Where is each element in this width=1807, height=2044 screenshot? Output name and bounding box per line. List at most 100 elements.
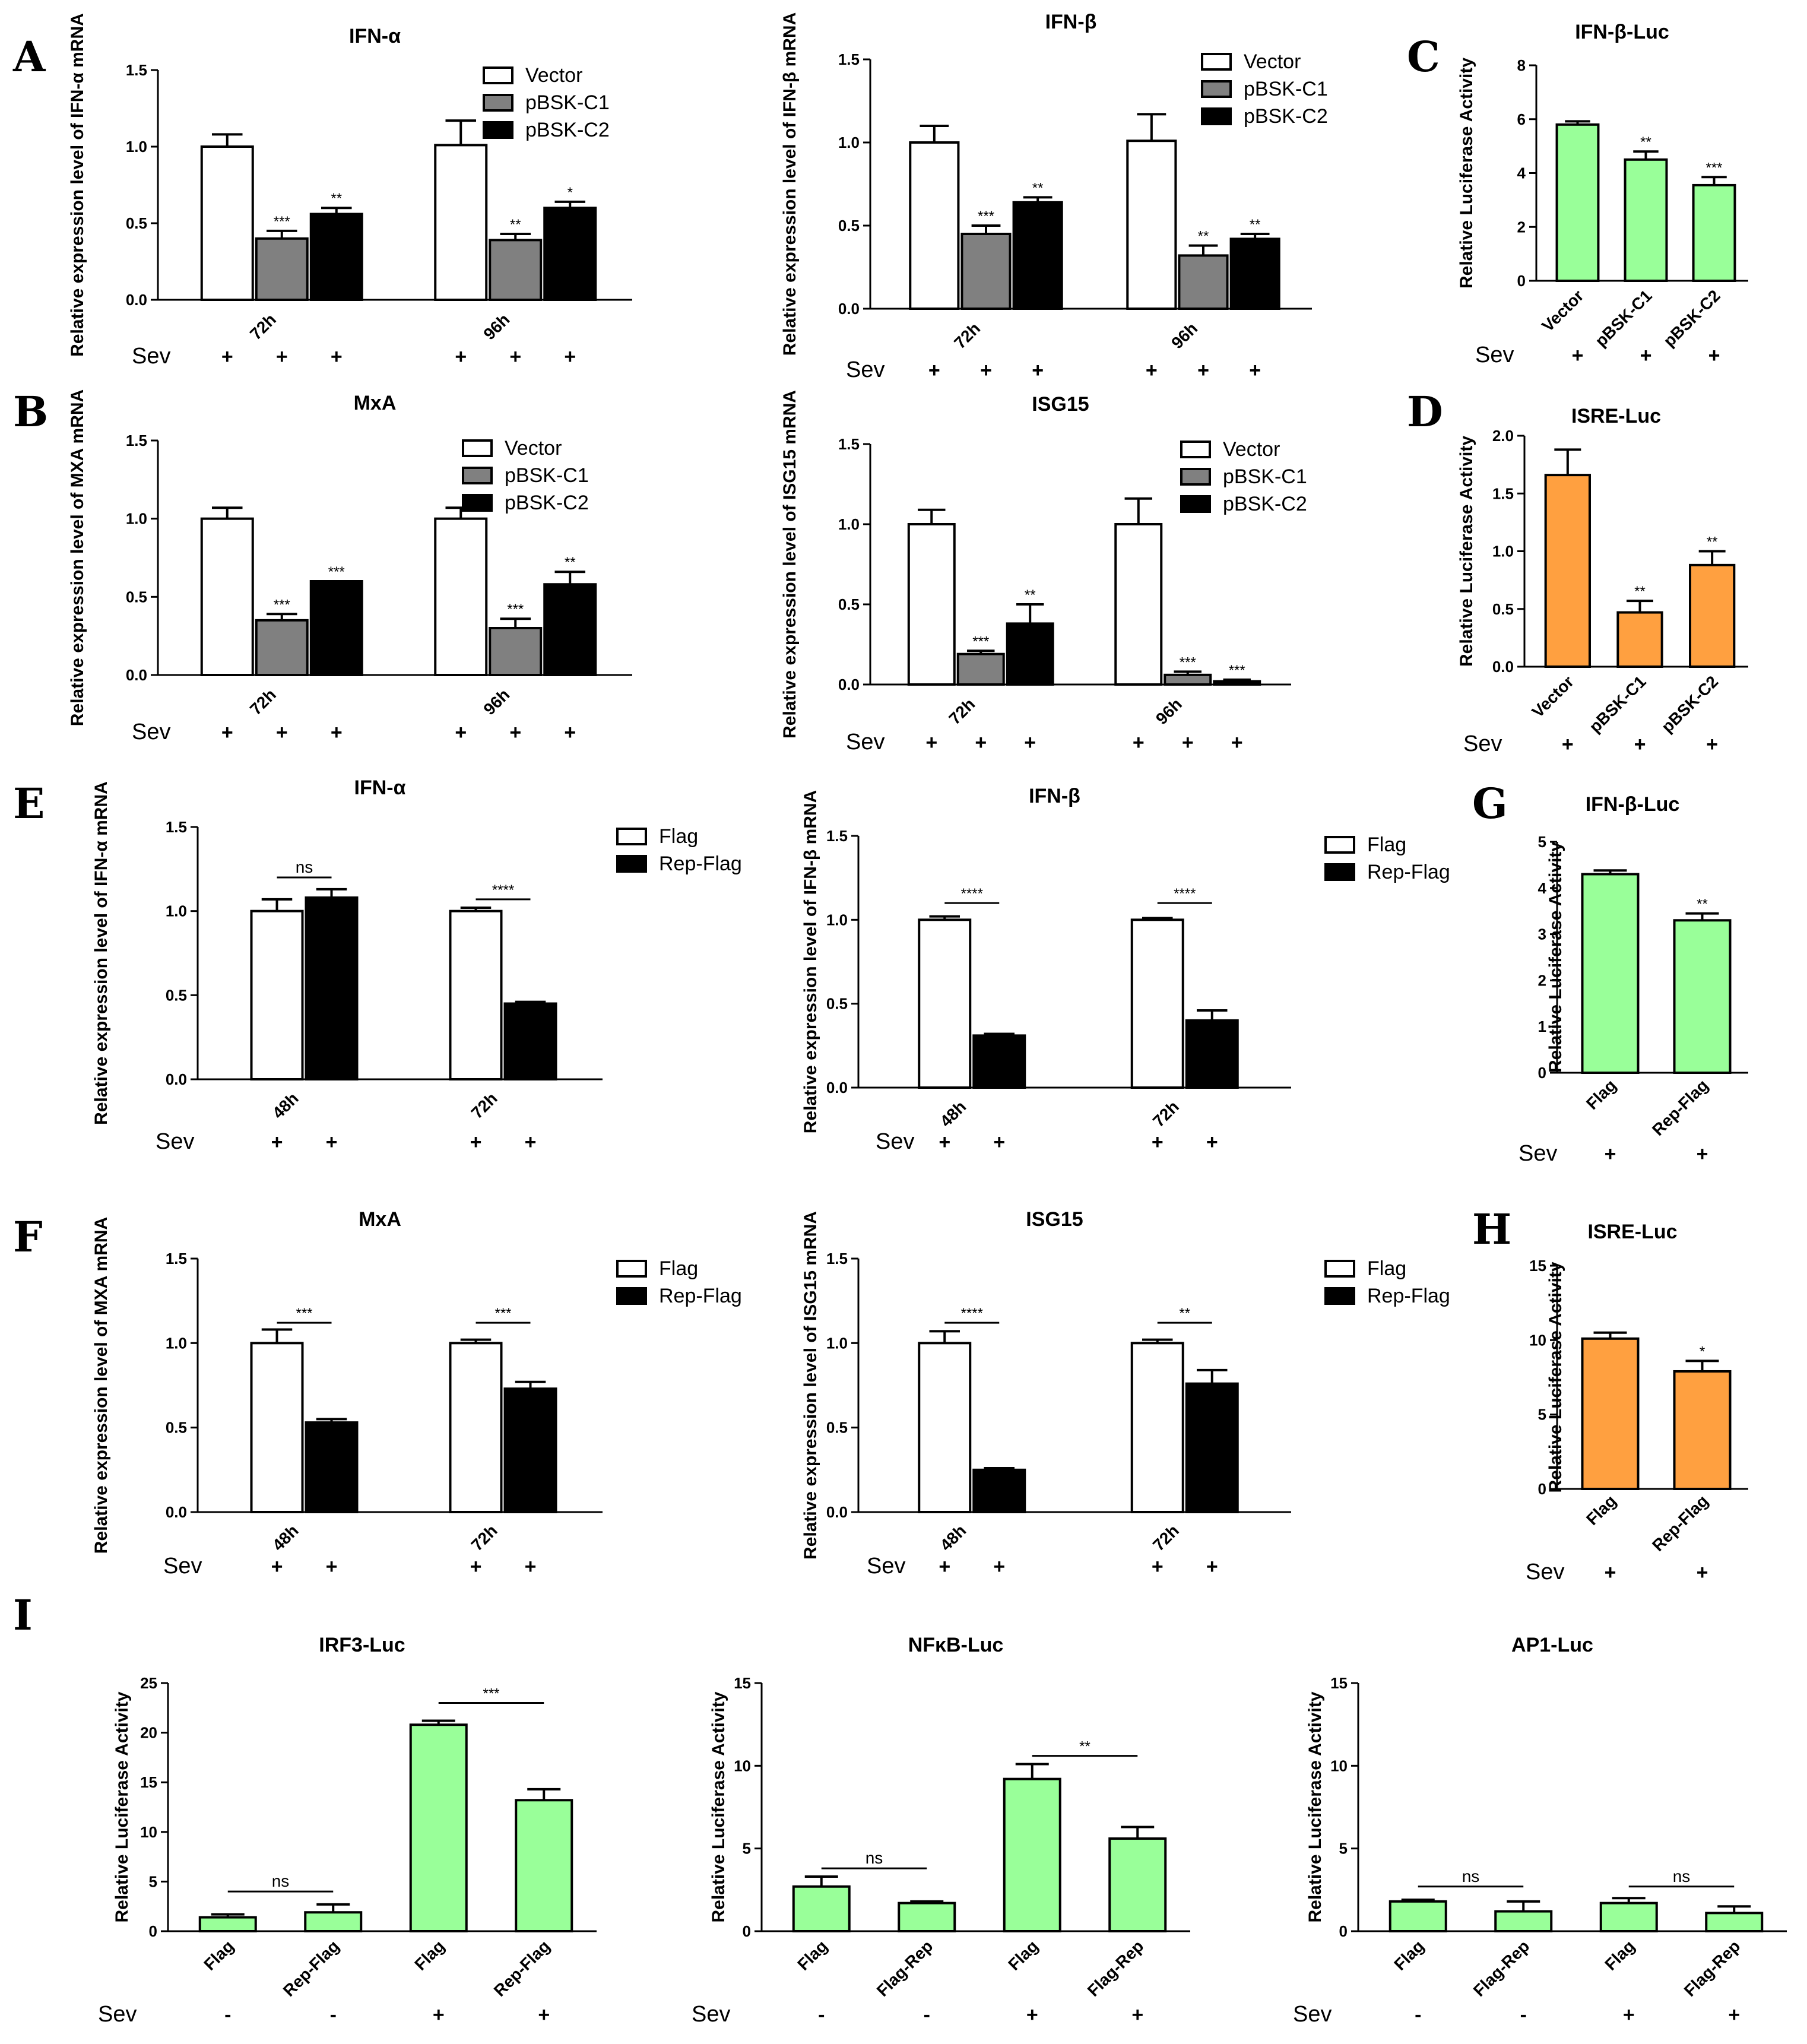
sev-sign: +	[276, 346, 288, 368]
y-axis-label: Relative expression level of IFN-α mRNA	[68, 13, 87, 357]
sev-sign: +	[525, 1555, 537, 1578]
y-tick-label: 0.0	[166, 1503, 187, 1521]
y-tick-label: 1.5	[838, 435, 860, 453]
chart-panel-A1: A IFN-α Relative expression level of IFN-α…	[12, 13, 632, 369]
sev-label: Sev	[1526, 1560, 1564, 1585]
y-axis-label: Relative expression level of IFN-β mRNA	[780, 12, 800, 356]
bar-vector	[907, 523, 956, 686]
y-tick-label: 20	[140, 1724, 157, 1742]
x-category-label: Flag	[411, 1937, 448, 1974]
sev-label: Sev	[156, 1129, 194, 1154]
legend-swatch	[616, 1260, 647, 1278]
bar-pbsk-c1	[1164, 673, 1212, 686]
significance-label: ****	[961, 886, 983, 902]
y-tick-label: 0	[149, 1922, 157, 1940]
y-tick-label: 0.0	[166, 1070, 187, 1088]
bar-pbsk-c1	[489, 627, 543, 676]
bar-luciferase	[1544, 474, 1591, 668]
legend-label: Vector	[1244, 50, 1301, 73]
y-tick-label: 15	[1330, 1674, 1348, 1692]
sev-sign: +	[331, 346, 343, 368]
y-tick-label: 1.0	[166, 1334, 187, 1352]
y-tick-label: 0.5	[166, 1419, 187, 1437]
bar-flag	[918, 1342, 972, 1513]
bar-luciferase	[515, 1799, 573, 1932]
y-tick-label: 1.5	[826, 1250, 848, 1267]
legend-label: Vector	[525, 64, 582, 87]
legend-label: pBSK-C1	[505, 464, 589, 487]
legend-swatch	[462, 467, 493, 484]
x-category-label: 96h	[1168, 319, 1201, 352]
bar-pbsk-c2	[1213, 680, 1261, 686]
sev-sign: +	[509, 346, 521, 368]
y-tick-label: 2.0	[1492, 427, 1514, 445]
legend-swatch	[1180, 495, 1211, 513]
y-tick-label: 15	[1529, 1257, 1546, 1275]
chart-title: ISG15	[1032, 393, 1089, 416]
sev-sign: +	[939, 1555, 950, 1578]
y-tick-label: 10	[1529, 1331, 1546, 1349]
x-category-label: Rep-Flag	[490, 1937, 554, 2000]
y-axis-label: Relative expression level of ISG15 mRNA	[780, 390, 800, 739]
legend-swatch	[1180, 468, 1211, 486]
significance-stars: **	[1697, 896, 1708, 912]
x-category-label: 72h	[246, 310, 280, 343]
bar-rep-flag	[1185, 1382, 1239, 1513]
panel-letter: I	[13, 1590, 33, 1640]
x-category-label: Flag-Rep	[1681, 1937, 1744, 2000]
y-tick-label: 0.0	[126, 666, 147, 684]
legend-label: Flag	[659, 1257, 698, 1280]
bar-pbsk-c2	[1006, 622, 1054, 686]
x-category-label: Vector	[1529, 672, 1578, 721]
sev-sign: +	[928, 359, 940, 382]
significance-stars: **	[1032, 180, 1044, 196]
bar-luciferase	[1599, 1902, 1658, 1933]
chart-panel-I1: I IRF3-Luc Relative Luciferase Activity 0 5 1…	[13, 1590, 597, 2027]
legend-label: Flag	[1367, 834, 1406, 856]
bar-flag	[918, 918, 972, 1089]
chart-panel-A2: IFN-β Relative expression level of IFN-β …	[780, 11, 1328, 382]
legend-label: pBSK-C2	[505, 492, 589, 514]
x-category-label: Flag	[200, 1937, 237, 1974]
legend-swatch	[1324, 1260, 1355, 1278]
significance-label: ***	[483, 1685, 499, 1701]
x-category-label: 48h	[269, 1521, 302, 1554]
chart-panel-E2: IFN-β Relative expression level of IFN-β …	[801, 785, 1450, 1154]
bar-pbsk-c2	[543, 583, 597, 676]
chart-title: NFκB-Luc	[908, 1634, 1004, 1656]
bar-rep-flag	[972, 1468, 1026, 1513]
x-category-label: pBSK-C1	[1586, 672, 1650, 736]
bar-pbsk-c2	[1012, 201, 1063, 310]
bar-vector	[1114, 523, 1163, 686]
x-category-label: Flag-Rep	[873, 1937, 937, 2000]
chart-title: IFN-β	[1029, 785, 1080, 807]
y-tick-label: 4	[1517, 164, 1526, 182]
x-category-label: Rep-Flag	[280, 1937, 343, 2000]
sev-sign: +	[1133, 731, 1145, 754]
sev-label: Sev	[1475, 343, 1514, 367]
bar-vector	[434, 144, 488, 301]
y-tick-label: 0.5	[838, 595, 860, 613]
legend-label: Rep-Flag	[1367, 861, 1450, 883]
x-category-label: 96h	[480, 310, 513, 343]
sev-sign: +	[221, 346, 233, 368]
legend-swatch	[483, 94, 513, 112]
y-tick-label: 3	[1538, 926, 1546, 943]
significance-stars: **	[1198, 229, 1209, 245]
x-category-label: 48h	[269, 1089, 302, 1122]
legend-swatch	[462, 439, 493, 457]
sev-sign: +	[1728, 2004, 1740, 2026]
legend-swatch	[616, 1287, 647, 1305]
bar-rep-flag	[305, 1421, 359, 1514]
bar-pbsk-c1	[255, 237, 309, 301]
y-tick-label: 0	[743, 1922, 751, 1940]
significance-stars: ***	[978, 208, 994, 224]
sev-label: Sev	[1518, 1141, 1557, 1166]
bar-flag	[1130, 1342, 1184, 1513]
significance-stars: ***	[274, 597, 290, 613]
sev-sign: +	[276, 721, 288, 744]
legend-label: pBSK-C1	[1223, 465, 1307, 488]
panel-letter: F	[13, 1212, 43, 1262]
significance-stars: **	[1250, 217, 1261, 233]
